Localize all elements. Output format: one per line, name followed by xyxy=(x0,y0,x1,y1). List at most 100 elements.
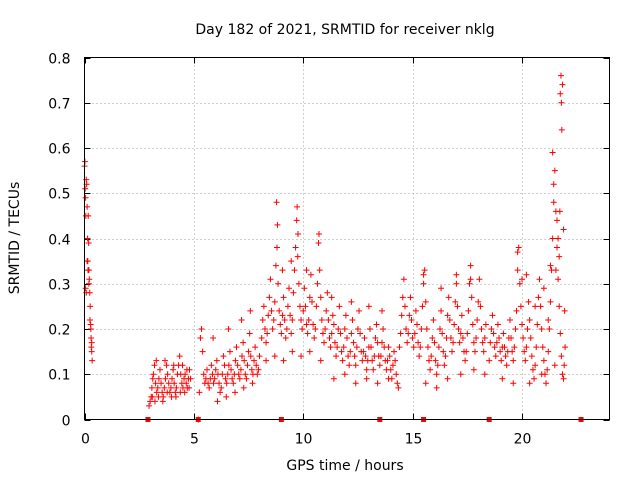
data-point xyxy=(551,167,558,174)
data-point xyxy=(344,335,350,342)
data-point xyxy=(279,267,286,274)
data-point xyxy=(516,280,523,287)
data-point xyxy=(366,326,373,332)
data-point xyxy=(479,339,486,346)
data-point xyxy=(384,357,391,364)
data-point xyxy=(162,357,168,364)
data-point xyxy=(230,380,237,387)
data-point xyxy=(395,384,402,391)
data-point xyxy=(159,398,166,405)
data-point xyxy=(232,389,238,396)
data-point xyxy=(198,326,205,332)
data-point xyxy=(508,335,515,342)
data-point xyxy=(348,330,355,337)
data-point xyxy=(279,312,286,319)
data-point xyxy=(337,330,344,337)
data-point xyxy=(431,339,438,346)
data-point xyxy=(164,371,171,378)
data-point xyxy=(560,375,567,382)
data-point xyxy=(173,384,180,391)
data-point xyxy=(525,298,532,305)
data-point xyxy=(200,371,207,378)
data-point xyxy=(223,380,230,387)
data-point xyxy=(493,339,500,346)
data-point xyxy=(419,303,426,310)
data-point xyxy=(281,316,288,323)
data-point xyxy=(438,285,445,292)
data-point xyxy=(286,285,293,292)
data-point xyxy=(277,321,284,328)
data-point xyxy=(303,321,310,328)
data-point xyxy=(233,344,240,351)
data-point xyxy=(243,375,250,382)
data-point xyxy=(432,357,439,364)
data-point xyxy=(88,348,95,355)
data-point xyxy=(156,366,163,373)
data-point xyxy=(248,366,255,373)
data-point xyxy=(376,362,383,369)
data-point xyxy=(424,344,431,351)
data-point xyxy=(84,203,91,210)
data-point xyxy=(511,344,518,351)
data-point xyxy=(411,330,418,337)
data-point xyxy=(544,366,551,373)
data-point xyxy=(288,330,295,337)
data-point xyxy=(340,344,347,351)
data-point xyxy=(170,362,177,369)
data-point xyxy=(268,307,275,314)
data-point xyxy=(481,371,488,378)
data-point xyxy=(379,307,385,314)
data-point xyxy=(82,185,89,192)
data-point xyxy=(238,316,245,323)
data-point xyxy=(399,294,406,301)
data-point xyxy=(153,389,160,396)
data-point xyxy=(293,217,300,224)
data-point xyxy=(557,72,564,79)
data-point xyxy=(183,366,190,373)
data-point xyxy=(307,271,314,278)
data-point xyxy=(441,362,448,369)
data-point xyxy=(421,267,428,274)
data-point xyxy=(162,375,169,382)
data-point xyxy=(490,330,497,337)
data-point xyxy=(234,362,241,369)
data-point xyxy=(526,316,533,323)
data-point xyxy=(519,321,525,328)
data-point xyxy=(380,326,387,332)
data-point xyxy=(218,384,225,391)
data-point xyxy=(532,362,539,369)
data-point xyxy=(292,244,299,251)
data-point xyxy=(330,375,337,382)
data-point xyxy=(306,348,313,355)
data-point xyxy=(363,366,370,373)
data-point xyxy=(465,307,472,314)
data-point xyxy=(557,90,564,97)
data-point xyxy=(414,321,420,328)
data-point xyxy=(361,335,368,342)
data-point xyxy=(217,389,224,396)
y-tick-label: 0.2 xyxy=(48,323,70,339)
data-point xyxy=(176,353,183,360)
data-point xyxy=(471,348,478,355)
data-point xyxy=(551,362,558,369)
data-point xyxy=(403,326,410,332)
data-point xyxy=(82,194,89,201)
data-point xyxy=(422,380,429,387)
data-point xyxy=(223,393,230,400)
data-point xyxy=(239,353,245,360)
data-point xyxy=(305,316,312,323)
data-point xyxy=(213,357,220,364)
data-point xyxy=(523,271,530,278)
data-point xyxy=(229,375,236,382)
data-point xyxy=(517,303,524,310)
data-point xyxy=(350,339,357,346)
data-point xyxy=(271,298,278,305)
data-point xyxy=(428,353,435,360)
data-point xyxy=(245,348,252,355)
data-point xyxy=(426,357,433,364)
y-tick-label: 0.5 xyxy=(48,187,70,203)
data-point xyxy=(263,357,270,364)
data-point xyxy=(453,280,460,287)
data-point xyxy=(294,253,301,260)
